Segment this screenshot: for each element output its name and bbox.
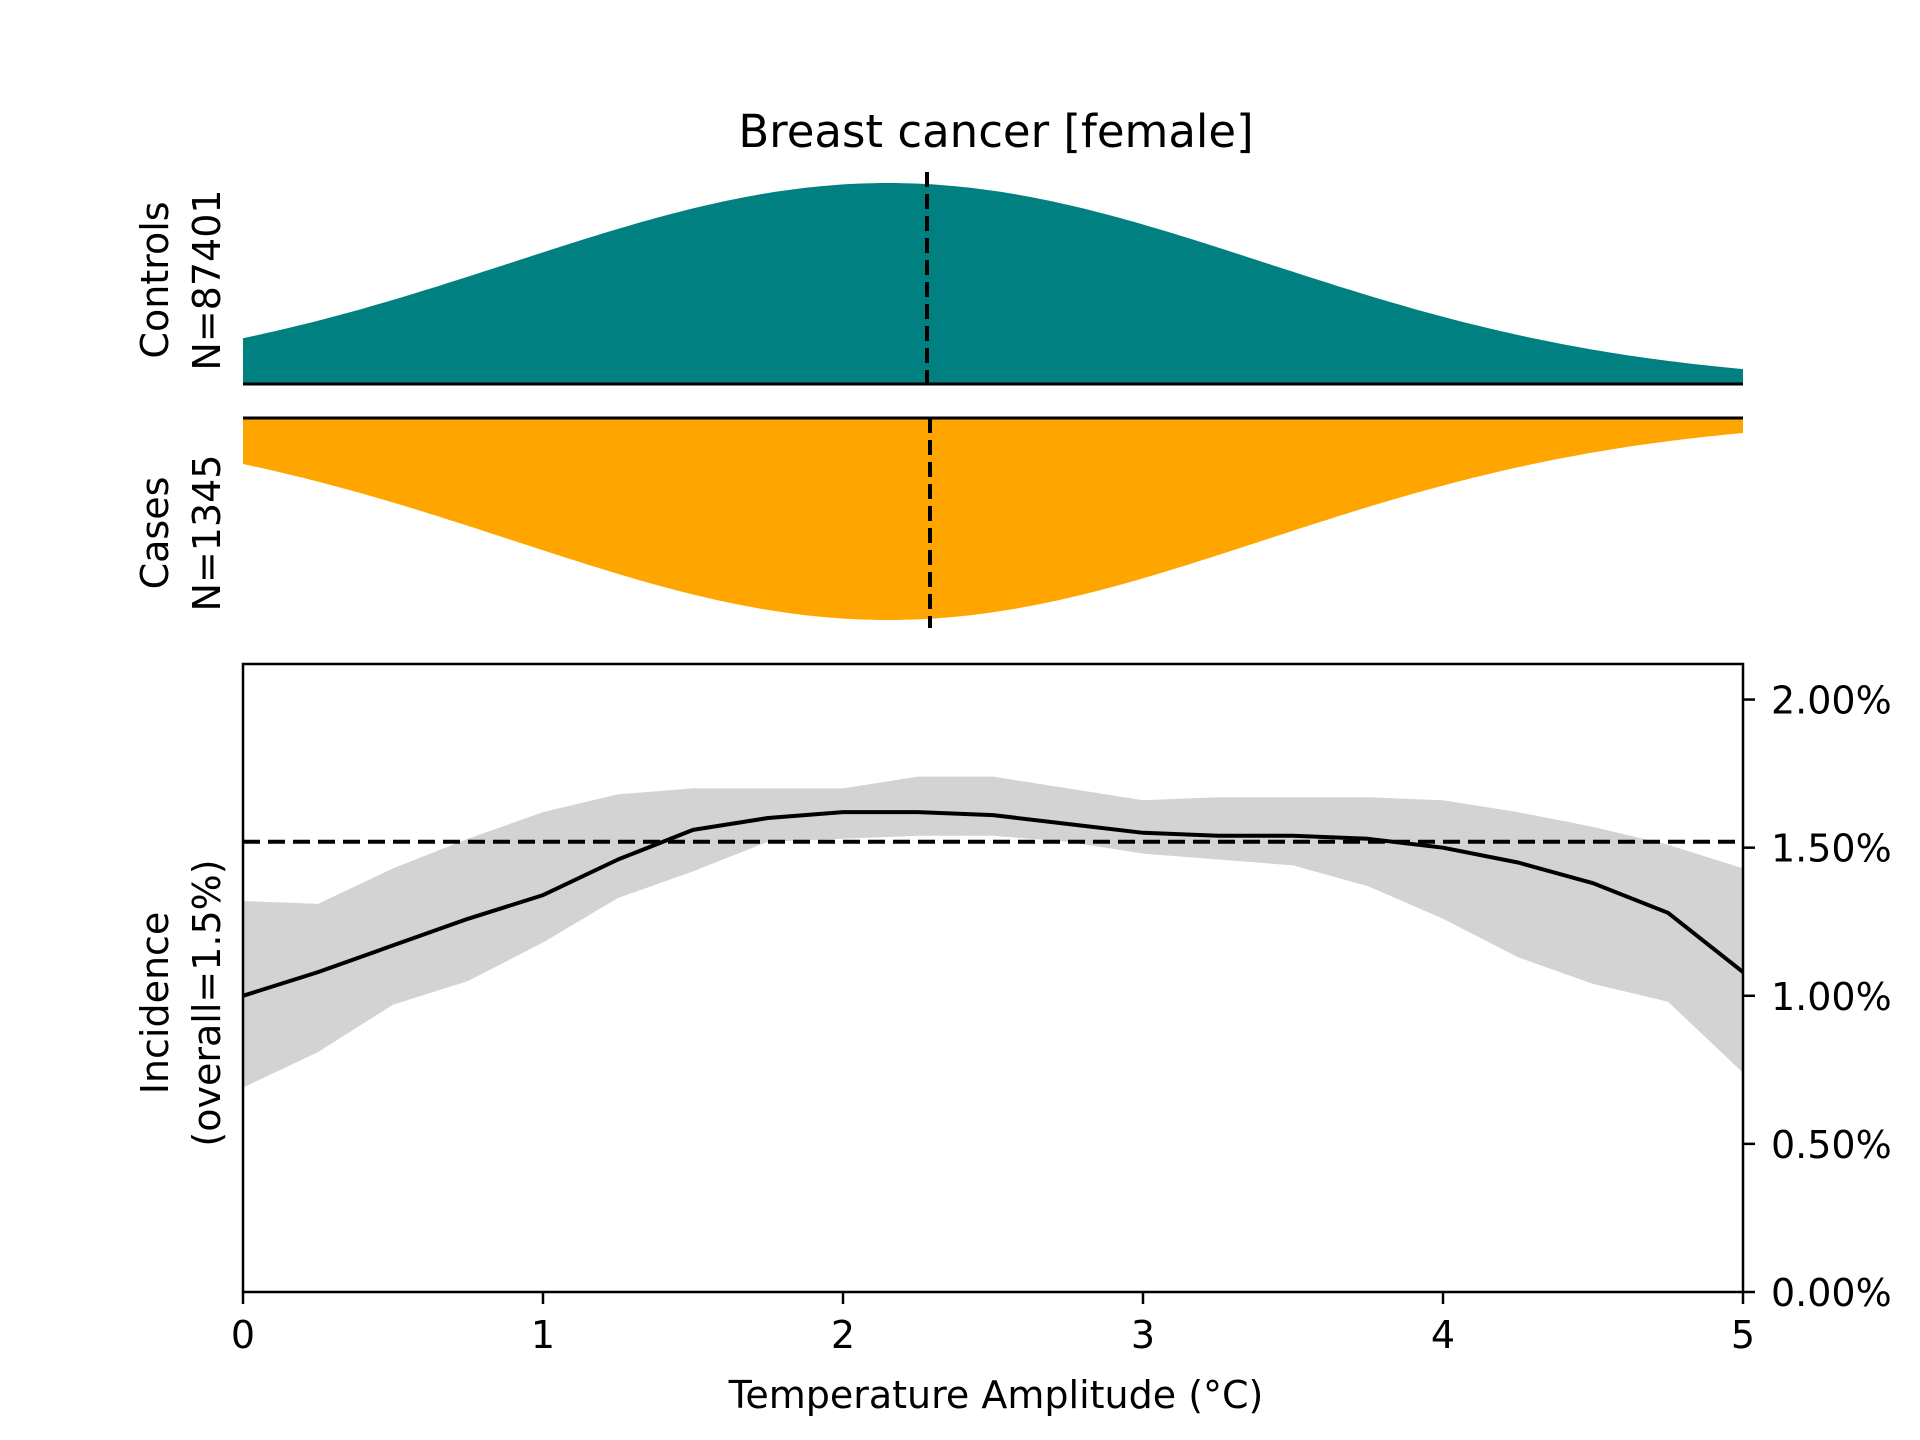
cases-density-area <box>243 418 1743 620</box>
x-tick-label: 1 <box>531 1313 555 1357</box>
controls-label: Controls <box>133 201 177 358</box>
controls-ylabel: Controls N=87401 <box>133 189 229 370</box>
cases-ylabel: Cases N=1345 <box>133 455 229 612</box>
y-tick-label: 1.00% <box>1771 975 1892 1019</box>
controls-n-label: N=87401 <box>185 189 229 370</box>
y-tick-label: 2.00% <box>1771 679 1892 723</box>
y-tick-label: 0.00% <box>1771 1271 1892 1315</box>
incidence-ylabel: Incidence (overall=1.5%) <box>133 859 229 1146</box>
x-tick-label: 4 <box>1431 1313 1455 1357</box>
chart-title: Breast cancer [female] <box>738 105 1253 158</box>
incidence-line <box>242 810 1745 998</box>
x-tick-label: 5 <box>1731 1313 1755 1357</box>
incidence-ylabel-line1: Incidence <box>133 912 177 1095</box>
confidence-band <box>243 776 1743 1088</box>
incidence-plot: 0 1 2 3 4 5 0.00% 0.50% 1.00% 1.50% 2.00% <box>231 662 1892 1357</box>
x-tick-label: 0 <box>231 1313 255 1357</box>
x-tick-label: 3 <box>1131 1313 1155 1357</box>
cases-n-label: N=1345 <box>185 455 229 612</box>
controls-density-area <box>243 183 1743 384</box>
x-axis-label: Temperature Amplitude (°C) <box>728 1373 1264 1417</box>
y-tick-label: 1.50% <box>1771 827 1892 871</box>
y-tick-label: 0.50% <box>1771 1123 1892 1167</box>
controls-distribution <box>243 172 1743 386</box>
cases-distribution <box>243 416 1743 628</box>
incidence-ylabel-line2: (overall=1.5%) <box>185 859 229 1146</box>
cases-label: Cases <box>133 477 177 590</box>
x-tick-label: 2 <box>831 1313 855 1357</box>
plot-frame <box>241 662 1745 1294</box>
